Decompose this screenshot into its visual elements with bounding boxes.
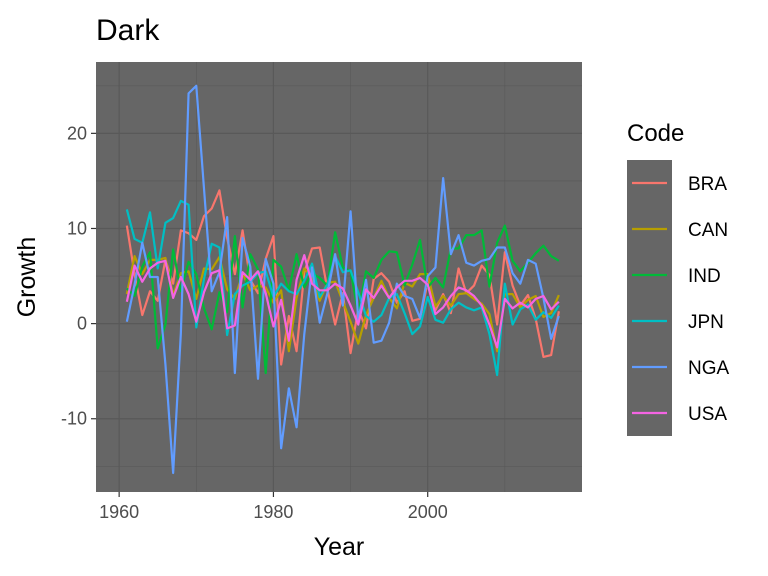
y-axis-title: Growth xyxy=(13,237,41,318)
x-tick-label: 1980 xyxy=(253,502,293,522)
x-axis-title: Year xyxy=(314,533,365,561)
series-line-usa xyxy=(125,254,560,349)
x-axis-ticks: 1960 1980 2000 xyxy=(99,492,448,522)
legend-label-nga: NGA xyxy=(688,358,730,379)
y-tick-label: -10 xyxy=(61,409,87,429)
y-axis-ticks: -10 0 10 20 xyxy=(61,123,96,429)
x-tick-label: 2000 xyxy=(408,502,448,522)
legend: Code BRA CAN IND JPN NGA USA xyxy=(627,120,730,436)
y-tick-label: 0 xyxy=(77,314,87,334)
legend-items: BRA CAN IND JPN NGA USA xyxy=(632,174,730,425)
legend-title: Code xyxy=(627,120,684,147)
legend-label-ind: IND xyxy=(688,266,721,287)
legend-key-background xyxy=(627,160,672,436)
series-line-ind xyxy=(126,224,560,375)
legend-label-jpn: JPN xyxy=(688,312,724,333)
x-tick-label: 1960 xyxy=(99,502,139,522)
y-tick-label: 20 xyxy=(67,123,87,143)
legend-label-bra: BRA xyxy=(688,174,727,195)
chart-title: Dark xyxy=(96,14,160,47)
series-lines xyxy=(125,84,560,475)
legend-label-can: CAN xyxy=(688,220,728,241)
series-line-nga xyxy=(125,84,560,475)
legend-label-usa: USA xyxy=(688,404,727,425)
y-tick-label: 10 xyxy=(67,218,87,238)
